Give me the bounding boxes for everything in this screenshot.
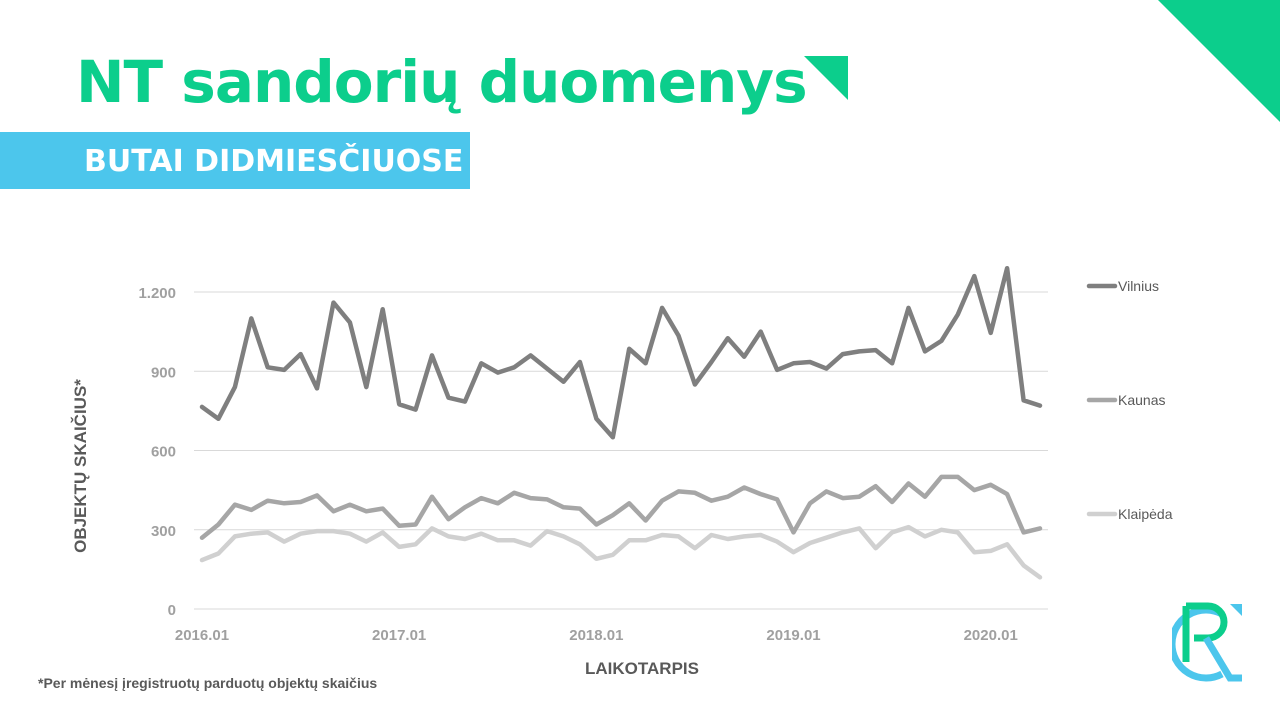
series-line-2 xyxy=(199,524,1043,580)
y-tick-label: 1.200 xyxy=(138,285,176,302)
series-line-0 xyxy=(199,265,1043,440)
x-tick-label: 2019.01 xyxy=(766,627,820,644)
rc-logo-icon xyxy=(1172,602,1242,682)
footnote: *Per mėnesį įregistruotų parduotų objekt… xyxy=(38,675,378,691)
triangle-mark-shape xyxy=(804,56,848,100)
y-tick-label: 0 xyxy=(168,602,176,619)
y-tick-labels: 0 300 600 900 1.200 xyxy=(138,285,176,619)
x-axis-label: LAIKOTARPIS xyxy=(585,659,699,678)
x-tick-label: 2016.01 xyxy=(175,627,229,644)
x-tick-label: 2018.01 xyxy=(569,627,623,644)
triangle-decoration-icon xyxy=(1158,0,1280,122)
x-tick-labels: 2016.01 2017.01 2018.01 2019.01 2020.01 xyxy=(175,627,1018,644)
logo-top-triangle xyxy=(1230,604,1242,616)
legend-label: Kaunas xyxy=(1118,392,1165,408)
legend-label: Vilnius xyxy=(1118,278,1159,294)
legend: Vilnius Kaunas Klaipėda xyxy=(1086,278,1173,522)
x-tick-label: 2017.01 xyxy=(372,627,426,644)
y-axis-label: OBJEKTŲ SKAIČIUS* xyxy=(71,379,90,553)
legend-label: Klaipėda xyxy=(1118,506,1173,522)
logo-r-bowl xyxy=(1186,602,1228,642)
triangle-mark-icon xyxy=(804,56,848,100)
triangle-decoration-shape xyxy=(1158,0,1280,122)
logo-r-leg xyxy=(1202,636,1242,682)
page-title: NT sandorių duomenys xyxy=(76,48,808,116)
y-tick-label: 300 xyxy=(151,523,176,540)
series-lines xyxy=(199,265,1043,580)
y-tick-label: 600 xyxy=(151,444,176,461)
x-tick-label: 2020.01 xyxy=(964,627,1018,644)
logo-c-arc xyxy=(1172,606,1224,682)
subtitle-bar xyxy=(0,132,470,189)
subtitle: BUTAI DIDMIESČIUOSE xyxy=(84,144,464,179)
y-tick-label: 900 xyxy=(151,364,176,381)
series-line-1 xyxy=(199,474,1043,540)
